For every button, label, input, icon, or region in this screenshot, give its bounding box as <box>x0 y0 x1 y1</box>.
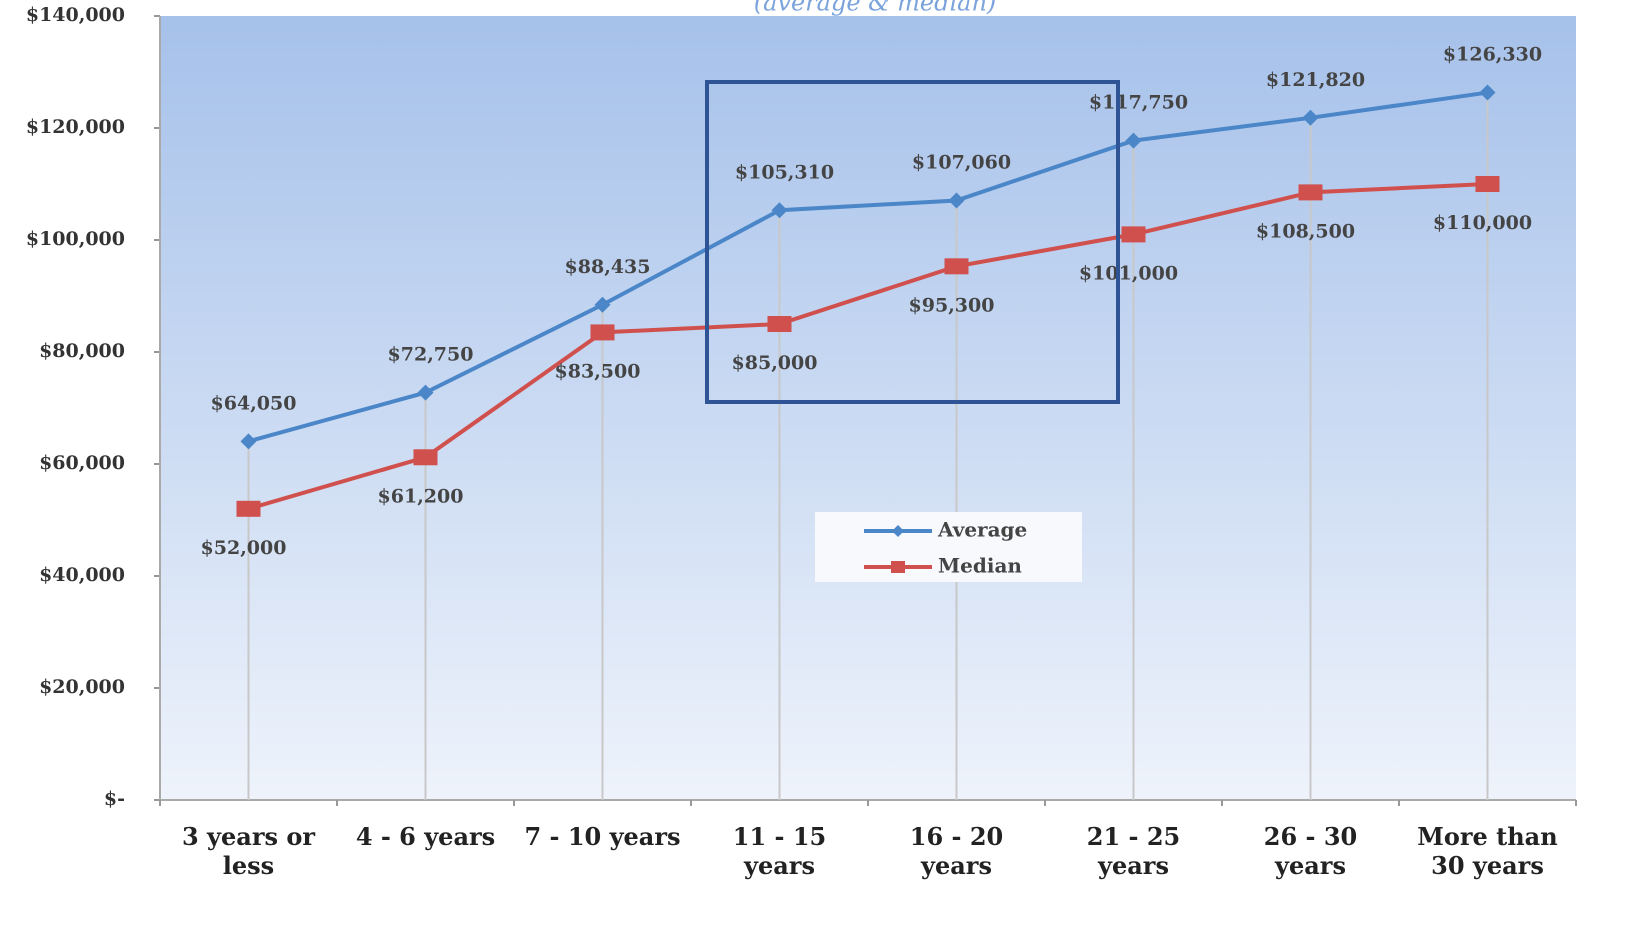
data-label: $52,000 <box>201 537 287 559</box>
x-tick-label: 16 - 20 years <box>909 822 1004 880</box>
marker <box>1302 109 1319 126</box>
marker <box>1298 184 1323 201</box>
y-tick-label: $60,000 <box>39 452 125 474</box>
data-label: $72,750 <box>388 344 474 366</box>
marker <box>417 384 434 401</box>
data-label: $108,500 <box>1256 220 1355 242</box>
chart-subtitle: (average & median) <box>754 0 997 17</box>
marker <box>1475 176 1500 192</box>
data-label: $88,435 <box>565 256 651 278</box>
marker <box>767 316 792 332</box>
marker <box>948 192 965 209</box>
marker <box>771 202 788 219</box>
data-label: $110,000 <box>1433 212 1532 234</box>
data-label: $64,050 <box>211 392 297 414</box>
legend: Average Median <box>815 512 1082 582</box>
marker <box>236 500 261 517</box>
data-label: $101,000 <box>1079 262 1178 284</box>
x-tick-label: 26 - 30 years <box>1263 822 1358 880</box>
series: $64,050 $72,750 $88,435 $105,310 $107,060 $11… <box>211 44 1542 450</box>
plot-area <box>160 16 1576 800</box>
series-line <box>247 90 1488 444</box>
marker <box>594 296 611 313</box>
marker <box>240 433 257 450</box>
x-tick-label: 7 - 10 years <box>524 822 681 851</box>
data-label: $117,750 <box>1089 92 1188 114</box>
data-label: $61,200 <box>378 485 464 507</box>
y-tick-label: $120,000 <box>26 116 125 138</box>
y-tick-label: $140,000 <box>26 4 125 26</box>
y-tick-label: $- <box>104 788 125 810</box>
series: $52,000 $61,200 $83,500 $85,000 $95,300 $101,… <box>201 176 1532 559</box>
marker <box>944 258 969 275</box>
legend-label: Median <box>938 554 1022 578</box>
data-label: $107,060 <box>912 151 1011 173</box>
x-tick-label: 4 - 6 years <box>355 822 496 851</box>
marker <box>590 324 615 341</box>
marker <box>1121 226 1146 243</box>
data-label: $83,500 <box>555 360 641 382</box>
y-tick-label: $40,000 <box>39 564 125 586</box>
y-tick-label: $100,000 <box>26 228 125 250</box>
marker <box>1125 132 1142 149</box>
data-label: $121,820 <box>1266 69 1365 91</box>
legend-box <box>815 512 1082 582</box>
highlight-box <box>705 80 1120 404</box>
x-tick-label: 11 - 15 years <box>732 822 827 880</box>
legend-marker <box>891 561 905 573</box>
data-label: $126,330 <box>1443 44 1542 66</box>
legend-label: Average <box>937 518 1027 542</box>
data-label: $105,310 <box>735 161 834 183</box>
y-tick-label: $80,000 <box>39 340 125 362</box>
x-tick-label: 21 - 25 years <box>1086 822 1181 880</box>
y-tick-label: $20,000 <box>39 676 125 698</box>
legend-marker <box>892 525 904 537</box>
data-label: $85,000 <box>732 352 818 374</box>
x-tick-label: 3 years or less <box>182 822 315 880</box>
marker <box>1479 84 1496 101</box>
series-line <box>247 182 1488 511</box>
data-label: $95,300 <box>909 294 995 316</box>
x-tick-label: More than 30 years <box>1417 822 1558 880</box>
marker <box>413 449 438 466</box>
